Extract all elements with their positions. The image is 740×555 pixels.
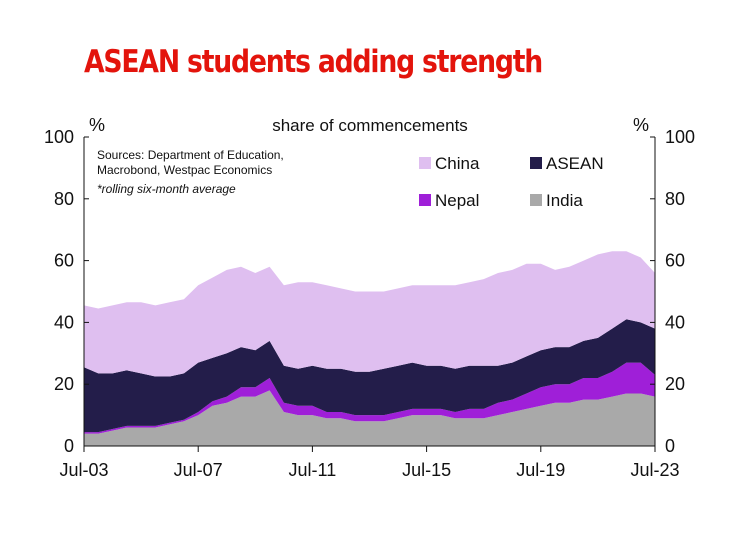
y-tick-label-right: 100 [665,127,695,147]
area-layers [84,251,655,446]
y-tick-label-right: 80 [665,189,685,209]
area-asean [84,319,655,433]
x-tick-label: Jul-07 [174,460,223,480]
right-unit-label: % [633,115,649,135]
area-china [84,251,655,377]
y-tick-label-left: 0 [64,436,74,456]
x-tick-label: Jul-15 [402,460,451,480]
legend-label-nepal: Nepal [435,191,479,210]
y-tick-label-left: 60 [54,251,74,271]
y-tick-label-right: 60 [665,251,685,271]
x-tick-label: Jul-03 [59,460,108,480]
chart-title: ASEAN students adding strength [84,44,543,80]
y-tick-label-right: 20 [665,374,685,394]
y-tick-label-left: 40 [54,312,74,332]
legend: China ASEAN Nepal India [419,154,604,210]
legend-label-asean: ASEAN [546,154,604,173]
legend-swatch-india [530,194,542,206]
y-tick-label-right: 40 [665,312,685,332]
y-tick-label-left: 80 [54,189,74,209]
sources-line-2: Macrobond, Westpac Economics [97,163,272,177]
x-tick-label: Jul-11 [289,460,337,480]
rolling-average-note: *rolling six-month average [97,182,236,196]
area-india [84,390,655,446]
sources-line-1: Sources: Department of Education, [97,148,284,162]
y-tick-label-left: 20 [54,374,74,394]
left-unit-label: % [89,115,105,135]
legend-label-china: China [435,154,480,173]
chart-subtitle: share of commencements [272,116,468,135]
legend-swatch-asean [530,157,542,169]
legend-label-india: India [546,191,583,210]
area-nepal [84,362,655,434]
tick-layer: 0 0 20 20 40 40 60 60 80 80 100 100 Jul-03 Jul-07 Jul-… [44,127,695,480]
x-tick-label: Jul-23 [630,460,679,480]
legend-swatch-nepal [419,194,431,206]
y-tick-label-left: 100 [44,127,74,147]
y-tick-label-right: 0 [665,436,675,456]
axes [83,137,656,447]
x-tick-label: Jul-19 [516,460,565,480]
legend-swatch-china [419,157,431,169]
